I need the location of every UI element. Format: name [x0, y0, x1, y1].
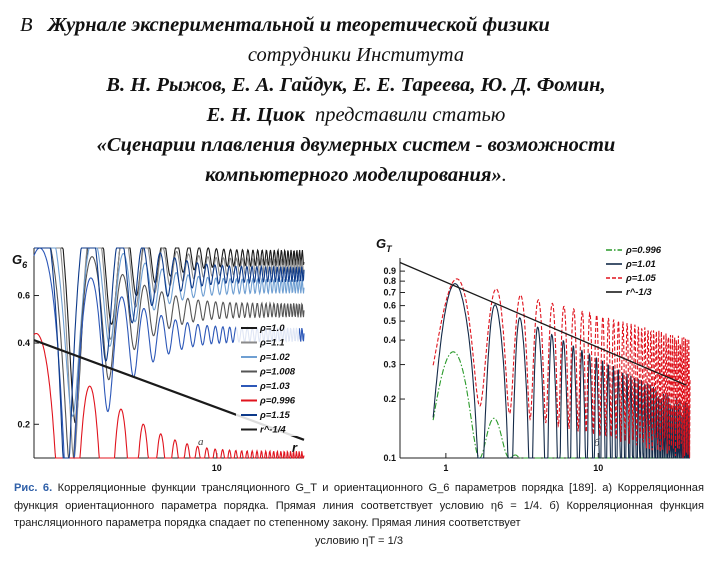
x-axis-label: r: [292, 440, 298, 455]
y-axis-label: G6: [12, 252, 28, 270]
legend-entry: ρ=0.996: [259, 396, 296, 407]
legend-box: [602, 241, 688, 301]
legend-entry: ρ=1.05: [625, 273, 657, 284]
y-tick-label: 0.2: [17, 419, 30, 429]
slide-header: В Журнале экспериментальной и теоретичес…: [0, 10, 712, 190]
series-line: [34, 247, 305, 460]
journal-name: Журнале экспериментальной и теоретическо…: [47, 14, 550, 36]
staff-text: сотрудники Института: [247, 44, 465, 66]
series-line: [432, 283, 690, 459]
y-axis-label: GT: [376, 236, 393, 254]
caption-fig-label: Рис. 6.: [14, 482, 53, 494]
legend-entry: r^-1/3: [626, 287, 652, 298]
legend-entry: ρ=1.0: [259, 323, 285, 334]
header-line-authors: В. Н. Рыжов, Е. А. Гайдук, Е. Е. Тареева…: [0, 70, 712, 100]
power-law-line: [399, 261, 687, 386]
panel-label: а: [198, 436, 204, 448]
y-tick-label: 0.7: [383, 287, 396, 297]
legend-entry: ρ=1.03: [259, 381, 291, 392]
legend-entry: r^-1/4: [260, 425, 286, 436]
header-line-title1: «Сценарии плавления двумерных систем - в…: [0, 130, 712, 160]
chart-g6: 0.6 0.4 0.2 10 G6 r а ρ=1.0 ρ=1.1 ρ=1.02 ρ=1.008 ρ=…: [12, 247, 305, 473]
legend-entry: ρ=1.15: [259, 410, 291, 421]
y-tick-label: 0.4: [17, 338, 30, 348]
author-last: Е. Н. Циок: [206, 104, 305, 126]
article-title-2: компьютерного моделирования»: [205, 164, 502, 186]
y-tick-label: 0.2: [383, 394, 396, 404]
panel-label: б: [594, 437, 600, 449]
y-tick-label: 0.5: [383, 316, 396, 326]
presented-text: представили статью: [315, 104, 506, 126]
header-line-staff: сотрудники Института: [0, 40, 712, 70]
authors-text: В. Н. Рыжов, Е. А. Гайдук, Е. Е. Тареева…: [106, 74, 606, 96]
figure-caption: Рис. 6. Корреляционные функции трансляци…: [14, 480, 704, 550]
y-tick-label: 0.6: [383, 301, 396, 311]
y-tick-label: 0.6: [17, 291, 30, 301]
x-tick-label: 1: [443, 463, 448, 473]
header-line-title2: компьютерного моделирования».: [0, 160, 712, 190]
y-tick-label: 0.4: [383, 335, 396, 345]
series-line: [34, 247, 305, 417]
chart-gt: 0.90.80.70.60.50.40.30.20.11 10GTrбρ=0.99…: [376, 236, 691, 473]
series-line: [432, 278, 691, 459]
header-prefix: В: [20, 14, 33, 36]
article-title-1: «Сценарии плавления двумерных систем - в…: [96, 134, 616, 156]
y-tick-label: 0.1: [383, 453, 396, 463]
legend-box: [236, 318, 299, 436]
article-title-end: .: [501, 164, 507, 186]
series-line: [33, 332, 305, 459]
legend-entry: ρ=1.008: [259, 367, 296, 378]
legend-entry: ρ=1.02: [259, 352, 291, 363]
series-line: [34, 247, 305, 459]
header-line-journal: В Журнале экспериментальной и теоретичес…: [0, 10, 712, 40]
y-tick-label: 0.8: [383, 276, 396, 286]
y-tick-label: 0.9: [383, 266, 396, 276]
legend-entry: ρ=1.01: [625, 259, 656, 270]
x-tick-label: 10: [593, 463, 603, 473]
y-tick-label: 0.3: [383, 360, 396, 370]
header-line-presented: Е. Н. Циок представили статью: [0, 100, 712, 130]
caption-text: Корреляционные функции трансляционного G…: [14, 482, 704, 529]
legend-entry: ρ=0.996: [625, 245, 662, 256]
caption-text-last: условию ηT = 1/3: [314, 534, 404, 547]
x-tick-label: 10: [212, 463, 222, 473]
legend-entry: ρ=1.1: [259, 338, 285, 349]
